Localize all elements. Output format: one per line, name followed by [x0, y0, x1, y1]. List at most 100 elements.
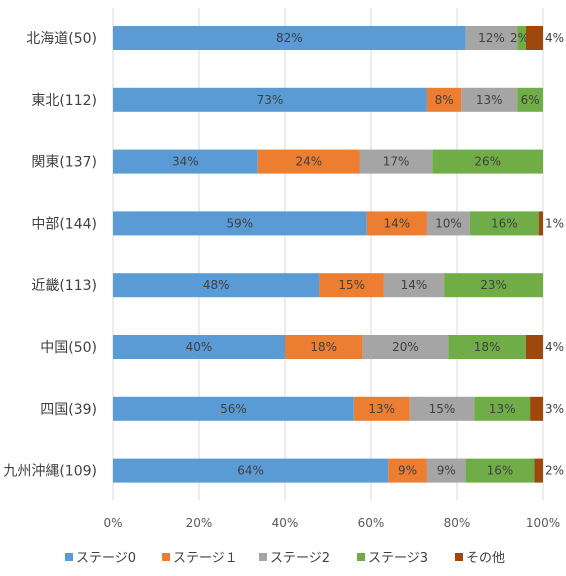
bar-segment: [353, 396, 410, 421]
data-label: 24%: [296, 155, 323, 169]
data-label: 82%: [276, 31, 303, 45]
gridlines: [112, 8, 544, 500]
data-label: 13%: [476, 93, 503, 107]
data-label: 14%: [383, 216, 410, 230]
legend-label: その他: [466, 551, 505, 566]
bar-segment: [461, 87, 518, 112]
bar-segment: [362, 335, 449, 359]
category-label: 関東(137): [31, 155, 97, 171]
data-label: 15%: [338, 278, 365, 292]
data-label: 48%: [203, 278, 230, 292]
data-label: 26%: [474, 155, 501, 169]
category-label: 四国(39): [40, 402, 97, 418]
x-tick-label: 80%: [444, 516, 471, 530]
data-label: 59%: [227, 216, 254, 230]
data-label: 18%: [474, 340, 501, 354]
x-axis-ticks: 0% 20% 40% 60% 80% 100%: [103, 516, 560, 530]
bar-segment: [525, 335, 543, 359]
bar-segment: [113, 211, 367, 236]
legend-label: ステージ１: [173, 551, 238, 566]
category-labels: 北海道(50) 東北(112) 関東(137) 中部(144) 近畿(113) 中国(50…: [3, 31, 97, 480]
data-label: 9%: [437, 464, 456, 478]
data-label: 64%: [237, 464, 264, 478]
data-label: 40%: [186, 340, 213, 354]
data-label: 73%: [257, 93, 284, 107]
data-label: 34%: [172, 155, 199, 169]
bar-segment: [113, 26, 466, 50]
legend-swatch: [162, 553, 170, 561]
bar-segment: [444, 273, 543, 298]
legend-swatch: [259, 553, 267, 561]
data-label: 13%: [368, 402, 395, 416]
bar-segment: [517, 87, 543, 112]
bar-segment: [383, 273, 445, 298]
data-label: 16%: [491, 216, 518, 230]
bar-segment: [285, 335, 363, 359]
data-label: 9%: [398, 464, 417, 478]
bar-segment: [517, 26, 526, 50]
legend-swatch: [455, 553, 463, 561]
category-label: 九州沖縄(109): [3, 464, 97, 480]
bar-segment: [366, 211, 427, 236]
bar-segment: [426, 458, 466, 483]
data-label: 12%: [478, 31, 505, 45]
legend-label: ステージ2: [270, 551, 330, 566]
bar-segment: [113, 396, 354, 421]
category-label: 中国(50): [40, 340, 97, 356]
data-label: 14%: [401, 278, 428, 292]
bar-segment: [257, 149, 360, 174]
data-label: 4%: [545, 31, 564, 45]
data-label: 17%: [383, 155, 410, 169]
data-label: 20%: [392, 340, 419, 354]
bar-segment: [113, 458, 389, 483]
legend-label: ステージ0: [76, 551, 136, 566]
category-label: 中部(144): [31, 216, 97, 232]
bar-segment: [469, 211, 539, 236]
legend: ステージ0 ステージ１ ステージ2 ステージ3 その他: [65, 551, 505, 566]
bar-segment: [474, 396, 531, 421]
data-label: 15%: [429, 402, 456, 416]
bar-segment: [113, 273, 320, 298]
bar-segment: [530, 396, 543, 421]
bar-segment: [538, 211, 543, 236]
data-label: 4%: [545, 340, 564, 354]
x-tick-label: 40%: [272, 516, 299, 530]
bar-segment: [319, 273, 384, 298]
data-label: 56%: [220, 402, 247, 416]
bar-segment: [465, 26, 518, 50]
category-label: 近畿(113): [31, 278, 97, 294]
data-label: 2%: [510, 31, 529, 45]
legend-swatch: [357, 553, 365, 561]
data-label: 8%: [435, 93, 454, 107]
category-label: 北海道(50): [26, 31, 97, 47]
data-label: 18%: [310, 340, 337, 354]
x-tick-label: 20%: [186, 516, 213, 530]
data-label: 2%: [545, 464, 564, 478]
data-label: 13%: [489, 402, 516, 416]
bar-segment: [113, 87, 427, 112]
data-label: 23%: [480, 278, 507, 292]
bar-segment: [525, 26, 543, 50]
data-label: 1%: [545, 216, 564, 230]
bar-segment: [113, 335, 285, 359]
x-tick-label: 0%: [103, 516, 122, 530]
bar-segment: [426, 87, 462, 112]
bar-segment: [409, 396, 475, 421]
legend-swatch: [65, 553, 73, 561]
category-label: 東北(112): [31, 93, 97, 109]
bar-segment: [432, 149, 543, 174]
data-label: 3%: [545, 402, 564, 416]
bar-segment: [534, 458, 543, 483]
bars: 82% 12% 2% 4% 73% 8% 13% 6% 34% 24% 17% 26% 59% 14% 10…: [113, 26, 564, 483]
bar-segment: [426, 211, 470, 236]
bar-segment: [465, 458, 535, 483]
x-tick-label: 60%: [358, 516, 385, 530]
bar-segment: [113, 149, 258, 174]
data-label: 16%: [487, 464, 514, 478]
bar-segment: [388, 458, 427, 483]
data-label: 10%: [435, 216, 462, 230]
legend-label: ステージ3: [368, 551, 428, 566]
x-tick-label: 100%: [526, 516, 560, 530]
data-label: 6%: [521, 93, 540, 107]
